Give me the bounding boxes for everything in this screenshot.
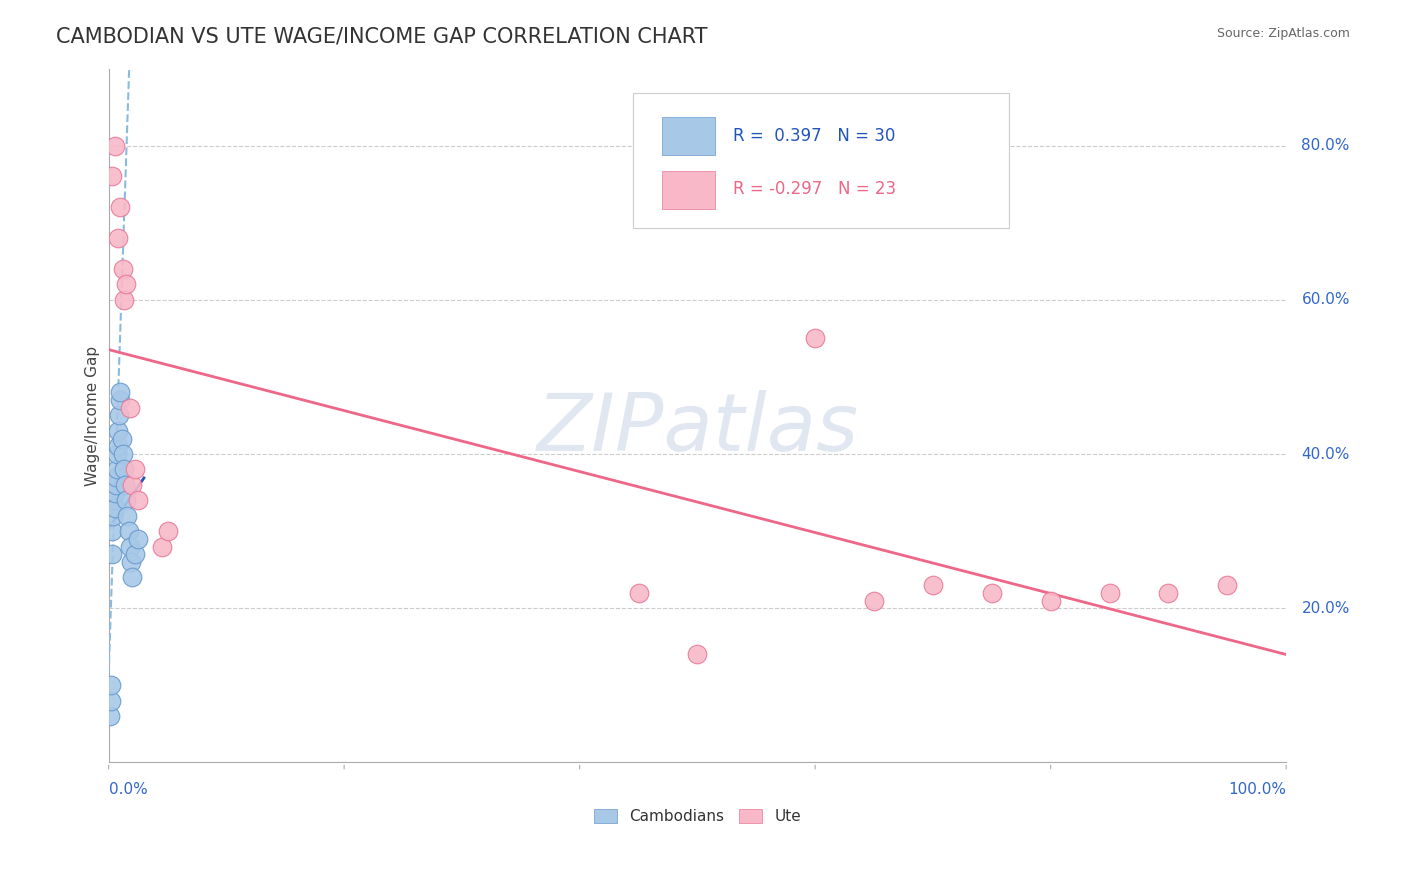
Point — [118, 401, 141, 415]
Point — [127, 532, 149, 546]
Point — [863, 593, 886, 607]
Point — [98, 709, 121, 723]
FancyBboxPatch shape — [633, 93, 1010, 228]
Point — [804, 331, 827, 345]
Text: R =  0.397   N = 30: R = 0.397 N = 30 — [733, 127, 896, 145]
Point — [105, 447, 128, 461]
Point — [101, 547, 124, 561]
Point — [104, 470, 127, 484]
Point — [104, 478, 127, 492]
Point — [110, 432, 132, 446]
Point — [117, 508, 139, 523]
Point — [112, 293, 135, 307]
Point — [110, 392, 132, 407]
Text: 60.0%: 60.0% — [1302, 293, 1350, 308]
Point — [1216, 578, 1239, 592]
Bar — [662, 170, 716, 209]
Point — [103, 138, 125, 153]
Point — [100, 694, 122, 708]
Point — [686, 648, 709, 662]
Point — [1157, 586, 1180, 600]
Point — [121, 478, 143, 492]
Point — [112, 462, 135, 476]
Point — [980, 586, 1002, 600]
Point — [110, 200, 132, 214]
Point — [118, 540, 141, 554]
Text: 100.0%: 100.0% — [1229, 781, 1286, 797]
Point — [101, 169, 124, 184]
Point — [1098, 586, 1121, 600]
Point — [124, 547, 146, 561]
Point — [103, 485, 125, 500]
Point — [105, 462, 128, 476]
Point — [124, 462, 146, 476]
Legend: Cambodians, Ute: Cambodians, Ute — [593, 809, 801, 824]
Point — [121, 570, 143, 584]
Text: 20.0%: 20.0% — [1302, 600, 1350, 615]
Text: 0.0%: 0.0% — [108, 781, 148, 797]
Text: 40.0%: 40.0% — [1302, 447, 1350, 461]
Point — [627, 586, 650, 600]
Point — [1039, 593, 1062, 607]
Point — [111, 447, 134, 461]
Point — [103, 508, 125, 523]
Text: Source: ZipAtlas.com: Source: ZipAtlas.com — [1216, 27, 1350, 40]
Text: 80.0%: 80.0% — [1302, 138, 1350, 153]
Point — [100, 678, 122, 692]
Point — [108, 409, 131, 423]
Point — [101, 524, 124, 538]
Point — [103, 493, 125, 508]
Point — [115, 277, 138, 292]
Point — [118, 524, 141, 538]
Text: ZIPatlas: ZIPatlas — [536, 391, 859, 468]
Point — [120, 555, 142, 569]
Point — [115, 493, 138, 508]
Text: CAMBODIAN VS UTE WAGE/INCOME GAP CORRELATION CHART: CAMBODIAN VS UTE WAGE/INCOME GAP CORRELA… — [56, 27, 707, 46]
Point — [127, 493, 149, 508]
Point — [107, 231, 129, 245]
Y-axis label: Wage/Income Gap: Wage/Income Gap — [86, 345, 100, 485]
Point — [922, 578, 945, 592]
Text: R = -0.297   N = 23: R = -0.297 N = 23 — [733, 180, 896, 198]
Point — [107, 424, 129, 438]
Point — [114, 478, 136, 492]
Point — [110, 385, 132, 400]
Point — [111, 262, 134, 277]
Bar — [662, 117, 716, 155]
Point — [150, 540, 173, 554]
Point — [107, 439, 129, 453]
Point — [156, 524, 179, 538]
Point — [103, 501, 125, 516]
